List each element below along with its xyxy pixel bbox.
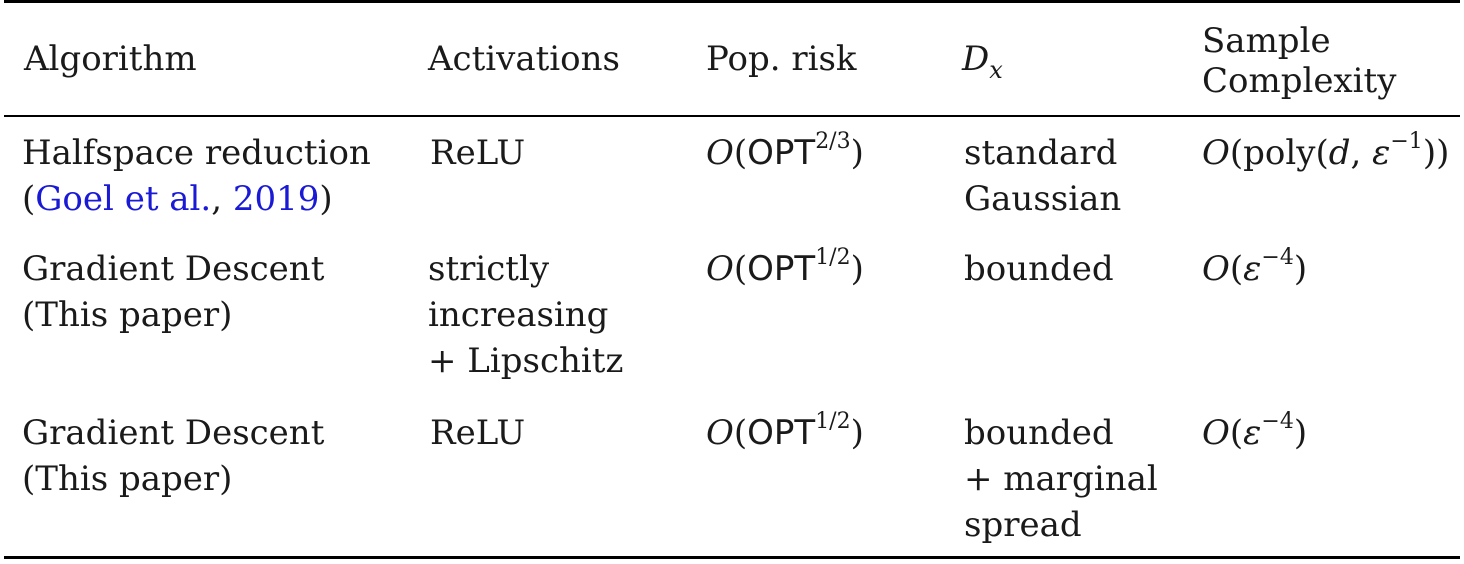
row-3-risk-open: (: [733, 413, 748, 453]
header-pop-risk-label: Pop. risk: [706, 39, 857, 79]
header-dx-subscript: x: [989, 56, 1003, 84]
row-2-risk-open: (: [733, 249, 748, 289]
row-2-algorithm-line-1: Gradient Descent: [22, 249, 325, 289]
row-1-sample-close: )): [1422, 133, 1450, 173]
row-2-pop-risk: O(OPT1/2): [706, 246, 864, 292]
row-1-risk-opt: OPT: [747, 133, 816, 173]
row-3-risk-O: O: [706, 413, 734, 453]
row-2-sample-exp: −4: [1261, 245, 1294, 270]
row-1-algorithm-line-1: Halfspace reduction: [22, 133, 371, 173]
row-2-activations-line-1: strictly: [428, 249, 550, 289]
row-1-algorithm: Halfspace reduction (Goel et al., 2019): [22, 130, 371, 222]
row-3-dx: bounded + marginal spread: [964, 410, 1158, 548]
row-2-algorithm-line-2: (This paper): [22, 295, 233, 335]
citation-authors-link[interactable]: Goel et al.: [35, 179, 212, 219]
row-3-sample: O(ε−4): [1202, 410, 1307, 456]
row-2-activations-line-3: + Lipschitz: [428, 341, 624, 381]
row-1-sample-poly: (poly(: [1229, 133, 1329, 173]
row-1-risk-O: O: [706, 133, 734, 173]
bottom-rule: [4, 556, 1460, 559]
row-2-risk-close: ): [850, 249, 864, 289]
row-1-pop-risk: O(OPT2/3): [706, 130, 864, 176]
row-1-sample-eps: ε: [1372, 133, 1391, 173]
row-1-dx: standard Gaussian: [964, 130, 1121, 222]
row-3-risk-opt: OPT: [747, 413, 816, 453]
row-1-dx-line-1: standard: [964, 133, 1118, 173]
row-3-risk-exp: 1/2: [815, 409, 851, 434]
citation-year-link[interactable]: 2019: [232, 179, 320, 219]
citation-separator: ,: [211, 179, 233, 219]
row-1-citation: (Goel et al., 2019): [22, 176, 371, 222]
row-2-risk-opt: OPT: [747, 249, 816, 289]
header-sample-line-2: Complexity: [1202, 61, 1397, 101]
row-3-sample-O: O: [1202, 413, 1230, 453]
citation-close-paren: ): [319, 179, 333, 219]
row-1-sample-O: O: [1202, 133, 1230, 173]
row-1-activations: ReLU: [430, 130, 525, 176]
row-1-sample-comma: ,: [1350, 133, 1373, 173]
row-3-sample-open: (: [1229, 413, 1244, 453]
row-2-dx-line-1: bounded: [964, 249, 1114, 289]
header-rule: [4, 115, 1460, 117]
row-2-activations-line-2: increasing: [428, 295, 609, 335]
row-2-risk-exp: 1/2: [815, 245, 851, 270]
row-2-risk-O: O: [706, 249, 734, 289]
row-2-sample-O: O: [1202, 249, 1230, 289]
row-1-risk-exp: 2/3: [815, 129, 851, 154]
row-1-risk-close: ): [850, 133, 864, 173]
header-activations: Activations: [428, 36, 620, 82]
row-2-sample-eps: ε: [1243, 249, 1262, 289]
row-2-sample-close: ): [1293, 249, 1308, 289]
header-activations-label: Activations: [428, 39, 620, 79]
header-dx-symbol: D: [962, 39, 990, 79]
row-3-sample-eps: ε: [1243, 413, 1262, 453]
header-sample-line-1: Sample: [1202, 21, 1331, 61]
header-pop-risk: Pop. risk: [706, 36, 857, 82]
row-1-risk-open: (: [733, 133, 748, 173]
header-algorithm-label: Algorithm: [24, 39, 197, 79]
row-1-sample-exp: −1: [1390, 129, 1423, 154]
row-1-activations-line-1: ReLU: [430, 133, 526, 173]
header-algorithm: Algorithm: [24, 36, 197, 82]
row-2-sample: O(ε−4): [1202, 246, 1307, 292]
row-3-risk-close: ): [850, 413, 864, 453]
row-3-activations-line-1: ReLU: [430, 413, 526, 453]
header-sample-complexity: Sample Complexity: [1202, 18, 1396, 104]
row-3-algorithm-line-1: Gradient Descent: [22, 413, 325, 453]
top-rule: [4, 0, 1460, 3]
row-3-pop-risk: O(OPT1/2): [706, 410, 864, 456]
row-3-dx-line-3: spread: [964, 505, 1082, 545]
row-3-dx-line-2: + marginal: [964, 459, 1158, 499]
row-2-dx: bounded: [964, 246, 1114, 292]
row-2-algorithm: Gradient Descent (This paper): [22, 246, 324, 338]
header-dx: Dx: [962, 36, 1003, 82]
row-3-algorithm-line-2: (This paper): [22, 459, 233, 499]
row-1-dx-line-2: Gaussian: [964, 179, 1122, 219]
row-2-sample-open: (: [1229, 249, 1244, 289]
row-3-algorithm: Gradient Descent (This paper): [22, 410, 324, 502]
row-1-sample-d: d: [1328, 133, 1351, 173]
row-2-activations: strictly increasing + Lipschitz: [428, 246, 623, 384]
row-3-sample-exp: −4: [1261, 409, 1294, 434]
row-3-dx-line-1: bounded: [964, 413, 1114, 453]
citation-open-paren: (: [22, 179, 36, 219]
row-1-sample: O(poly(d, ε−1)): [1202, 130, 1449, 176]
row-3-sample-close: ): [1293, 413, 1308, 453]
row-3-activations: ReLU: [430, 410, 525, 456]
